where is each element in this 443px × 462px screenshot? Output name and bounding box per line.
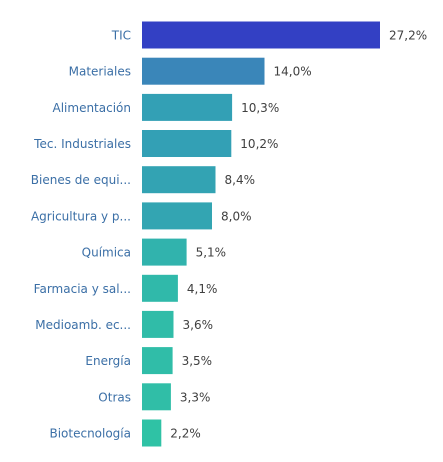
bar-8[interactable]	[142, 310, 174, 338]
category-label-7: Farmacia y sal...	[34, 282, 131, 296]
bar-1[interactable]	[142, 57, 265, 85]
bar-2[interactable]	[142, 93, 233, 121]
category-label-11: Biotecnología	[49, 427, 131, 441]
value-label-0: 27,2%	[389, 29, 427, 43]
bar-5[interactable]	[142, 202, 212, 230]
value-label-1: 14,0%	[274, 65, 312, 79]
value-label-5: 8,0%	[221, 209, 252, 223]
value-label-6: 5,1%	[196, 246, 227, 260]
bar-11[interactable]	[142, 419, 162, 447]
value-label-3: 10,2%	[240, 137, 278, 151]
bar-4[interactable]	[142, 166, 216, 194]
value-label-4: 8,4%	[225, 173, 256, 187]
category-label-4: Bienes de equi...	[31, 173, 131, 187]
bar-10[interactable]	[142, 383, 171, 411]
bar-9[interactable]	[142, 347, 173, 375]
value-label-10: 3,3%	[180, 390, 211, 404]
category-label-6: Química	[82, 246, 131, 260]
value-label-8: 3,6%	[183, 318, 214, 332]
value-label-11: 2,2%	[170, 427, 201, 441]
bar-0[interactable]	[142, 21, 380, 49]
value-label-2: 10,3%	[241, 101, 279, 115]
value-label-9: 3,5%	[182, 354, 213, 368]
category-label-10: Otras	[98, 390, 131, 404]
category-label-0: TIC	[111, 29, 131, 43]
category-label-3: Tec. Industriales	[33, 137, 131, 151]
category-label-8: Medioamb. ec...	[35, 318, 131, 332]
bar-3[interactable]	[142, 130, 232, 157]
category-label-1: Materiales	[69, 65, 131, 79]
value-label-7: 4,1%	[187, 282, 218, 296]
bar-7[interactable]	[142, 274, 178, 302]
category-label-9: Energía	[85, 354, 131, 368]
category-label-5: Agricultura y p...	[31, 209, 131, 223]
bars-layer	[142, 21, 380, 447]
category-label-2: Alimentación	[53, 101, 132, 115]
labels-layer: TIC 27,2% Materiales 14,0% Alimentación 10,3%…	[31, 29, 427, 441]
bar-6[interactable]	[142, 238, 187, 266]
